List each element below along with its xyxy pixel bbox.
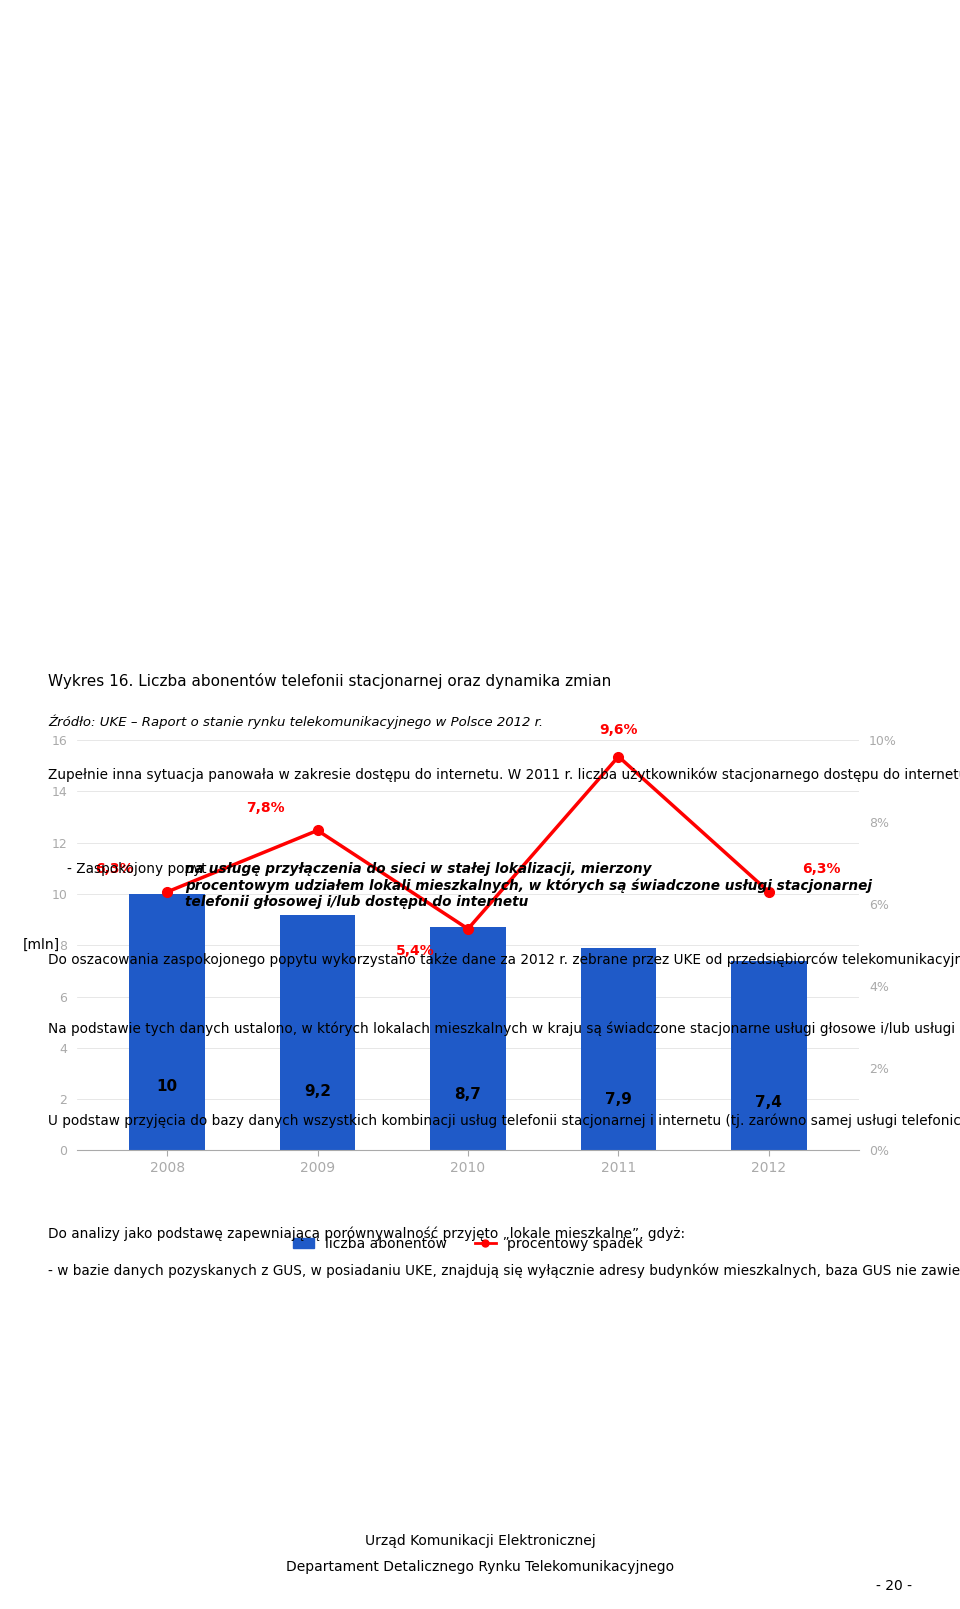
Text: Na podstawie tych danych ustalono, w których lokalach mieszkalnych w kraju są św: Na podstawie tych danych ustalono, w któ… [48, 1022, 960, 1036]
Text: 10: 10 [156, 1078, 178, 1094]
Y-axis label: [mln]: [mln] [23, 938, 60, 953]
Text: 5,4%: 5,4% [396, 944, 435, 959]
Bar [280, 914, 355, 1150]
Text: Do analizy jako podstawę zapewniającą porównywalność przyjęto „lokale mieszkalne: Do analizy jako podstawę zapewniającą po… [48, 1226, 685, 1241]
Text: 7,9: 7,9 [605, 1093, 632, 1107]
Text: Do oszacowania zaspokojonego popytu wykorzystano także dane za 2012 r. zebrane p: Do oszacowania zaspokojonego popytu wyko… [48, 953, 960, 967]
Bar [732, 961, 806, 1150]
Text: 7,8%: 7,8% [246, 801, 284, 814]
Text: - w bazie danych pozyskanych z GUS, w posiadaniu UKE, znajdują się wyłącznie adr: - w bazie danych pozyskanych z GUS, w po… [48, 1263, 960, 1278]
Text: Zupełnie inna sytuacja panowała w zakresie dostępu do internetu. W 2011 r. liczb: Zupełnie inna sytuacja panowała w zakres… [48, 767, 960, 782]
Text: 6,3%: 6,3% [95, 862, 134, 877]
Text: 8,7: 8,7 [455, 1088, 481, 1102]
Text: 9,2: 9,2 [304, 1084, 331, 1099]
Text: Urząd Komunikacji Elektronicznej: Urząd Komunikacji Elektronicznej [365, 1533, 595, 1548]
Text: 6,3%: 6,3% [802, 862, 841, 877]
Text: 9,6%: 9,6% [599, 722, 637, 737]
Bar [130, 895, 204, 1150]
Legend: liczba abonentów, procentowy spadek: liczba abonentów, procentowy spadek [288, 1231, 648, 1257]
Text: Departament Detalicznego Rynku Telekomunikacyjnego: Departament Detalicznego Rynku Telekomun… [286, 1559, 674, 1574]
Bar [581, 948, 656, 1150]
Text: - Zaspokojony popyt: - Zaspokojony popyt [67, 862, 211, 877]
Text: Źródło: UKE – Raport o stanie rynku telekomunikacyjnego w Polsce 2012 r.: Źródło: UKE – Raport o stanie rynku tele… [48, 714, 543, 729]
Text: Wykres 16. Liczba abonentów telefonii stacjonarnej oraz dynamika zmian: Wykres 16. Liczba abonentów telefonii st… [48, 673, 612, 689]
Text: na usługę przyłączenia do sieci w stałej lokalizacji, mierzony
procentowym udzia: na usługę przyłączenia do sieci w stałej… [185, 862, 873, 909]
Text: U podstaw przyjęcia do bazy danych wszystkich kombinacji usług telefonii stacjon: U podstaw przyjęcia do bazy danych wszys… [48, 1113, 960, 1128]
Text: 7,4: 7,4 [756, 1096, 782, 1110]
Text: - 20 -: - 20 - [876, 1578, 912, 1593]
Bar [430, 927, 506, 1150]
